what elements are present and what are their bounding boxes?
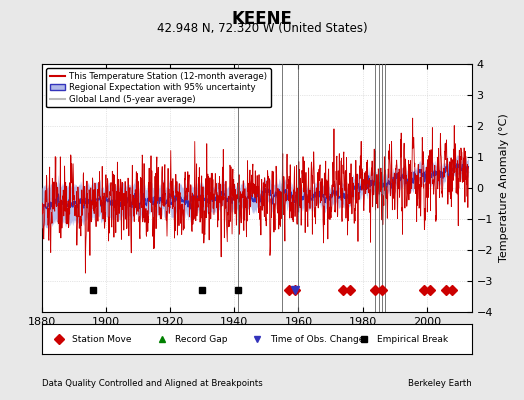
Text: KEENE: KEENE <box>232 10 292 28</box>
Text: Station Move: Station Move <box>72 334 132 344</box>
Text: Data Quality Controlled and Aligned at Breakpoints: Data Quality Controlled and Aligned at B… <box>42 379 263 388</box>
Text: 42.948 N, 72.320 W (United States): 42.948 N, 72.320 W (United States) <box>157 22 367 35</box>
Text: Time of Obs. Change: Time of Obs. Change <box>270 334 364 344</box>
Y-axis label: Temperature Anomaly (°C): Temperature Anomaly (°C) <box>498 114 508 262</box>
Legend: This Temperature Station (12-month average), Regional Expectation with 95% uncer: This Temperature Station (12-month avera… <box>46 68 271 107</box>
Text: Berkeley Earth: Berkeley Earth <box>408 379 472 388</box>
Text: Record Gap: Record Gap <box>175 334 227 344</box>
Text: Empirical Break: Empirical Break <box>377 334 448 344</box>
